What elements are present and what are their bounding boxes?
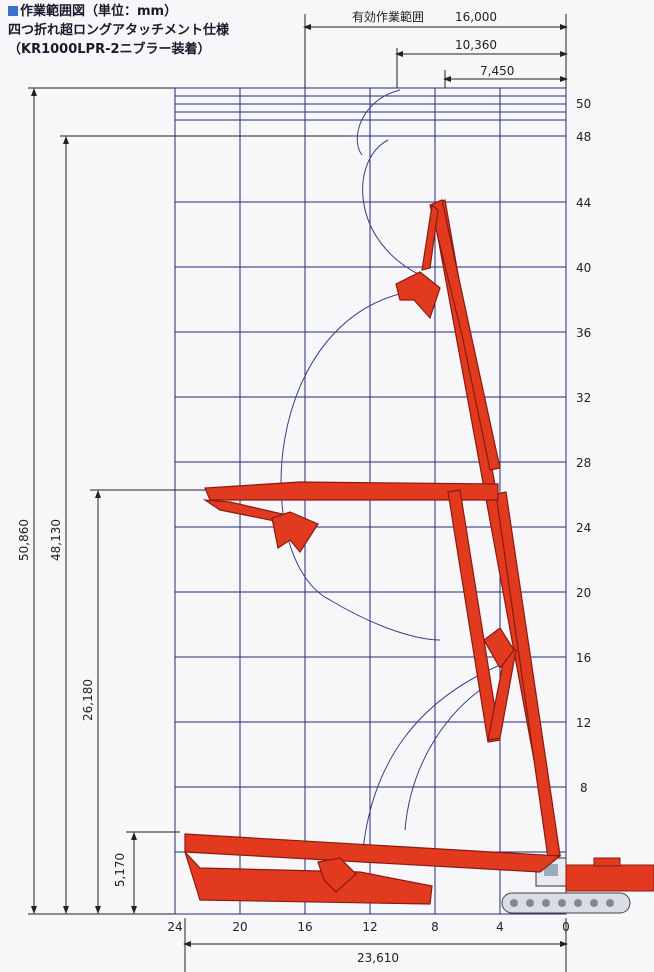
x-axis-labels: 24 20 16 12 8 4 0 xyxy=(167,920,569,934)
dimension-23610: 23,610 xyxy=(357,951,399,965)
y-tick-label: 48 xyxy=(576,130,591,144)
figure-model-note: （KR1000LPR-2ニブラー装着） xyxy=(8,42,211,57)
counterweight xyxy=(565,864,654,892)
y-tick-label: 50 xyxy=(576,97,591,111)
x-tick-label: 12 xyxy=(362,920,377,934)
arm-config-mid xyxy=(202,481,561,859)
dimension-50860: 50,860 xyxy=(17,519,31,561)
x-tick-label: 24 xyxy=(167,920,182,934)
dimension-10360: 10,360 xyxy=(455,38,497,52)
figure-heading: 作業範囲図（単位：mm） 四つ折れ超ロングアタッチメント仕様 （KR1000LP… xyxy=(8,2,229,59)
heading-marker-square xyxy=(8,6,18,16)
y-tick-label: 24 xyxy=(576,521,591,535)
bottom-dimension xyxy=(183,918,568,972)
x-tick-label: 8 xyxy=(431,920,439,934)
reach-arcs xyxy=(280,89,501,861)
excavator-base xyxy=(501,857,654,914)
dimension-26180: 26,180 xyxy=(81,679,95,721)
x-tick-label: 4 xyxy=(496,920,504,934)
effective-range-label: 有効作業範囲 xyxy=(352,9,424,24)
y-tick-label: 28 xyxy=(576,456,591,470)
y-tick-label: 40 xyxy=(576,261,591,275)
figure-title: 作業範囲図（単位：mm） xyxy=(20,4,178,19)
y-tick-label: 32 xyxy=(576,391,591,405)
top-dimensions xyxy=(303,14,568,88)
x-tick-label: 16 xyxy=(297,920,312,934)
y-axis-labels: 50 48 44 40 36 32 28 24 20 16 12 8 xyxy=(576,97,591,795)
cab-window xyxy=(544,864,558,876)
dimension-5170: 5,170 xyxy=(113,853,127,887)
dimension-48130: 48,130 xyxy=(49,519,63,561)
dimension-7450: 7,450 xyxy=(480,64,514,78)
left-dimensions xyxy=(28,87,350,915)
y-tick-label: 36 xyxy=(576,326,591,340)
y-tick-label: 16 xyxy=(576,651,591,665)
dimension-16000: 16,000 xyxy=(455,10,497,24)
y-tick-label: 8 xyxy=(580,781,588,795)
figure-subtitle: 四つ折れ超ロングアタッチメント仕様 xyxy=(8,23,230,38)
arm-config-low xyxy=(184,833,562,905)
y-tick-label: 12 xyxy=(576,716,591,730)
y-tick-label: 20 xyxy=(576,586,591,600)
x-tick-label: 20 xyxy=(232,920,247,934)
y-tick-label: 44 xyxy=(576,196,591,210)
